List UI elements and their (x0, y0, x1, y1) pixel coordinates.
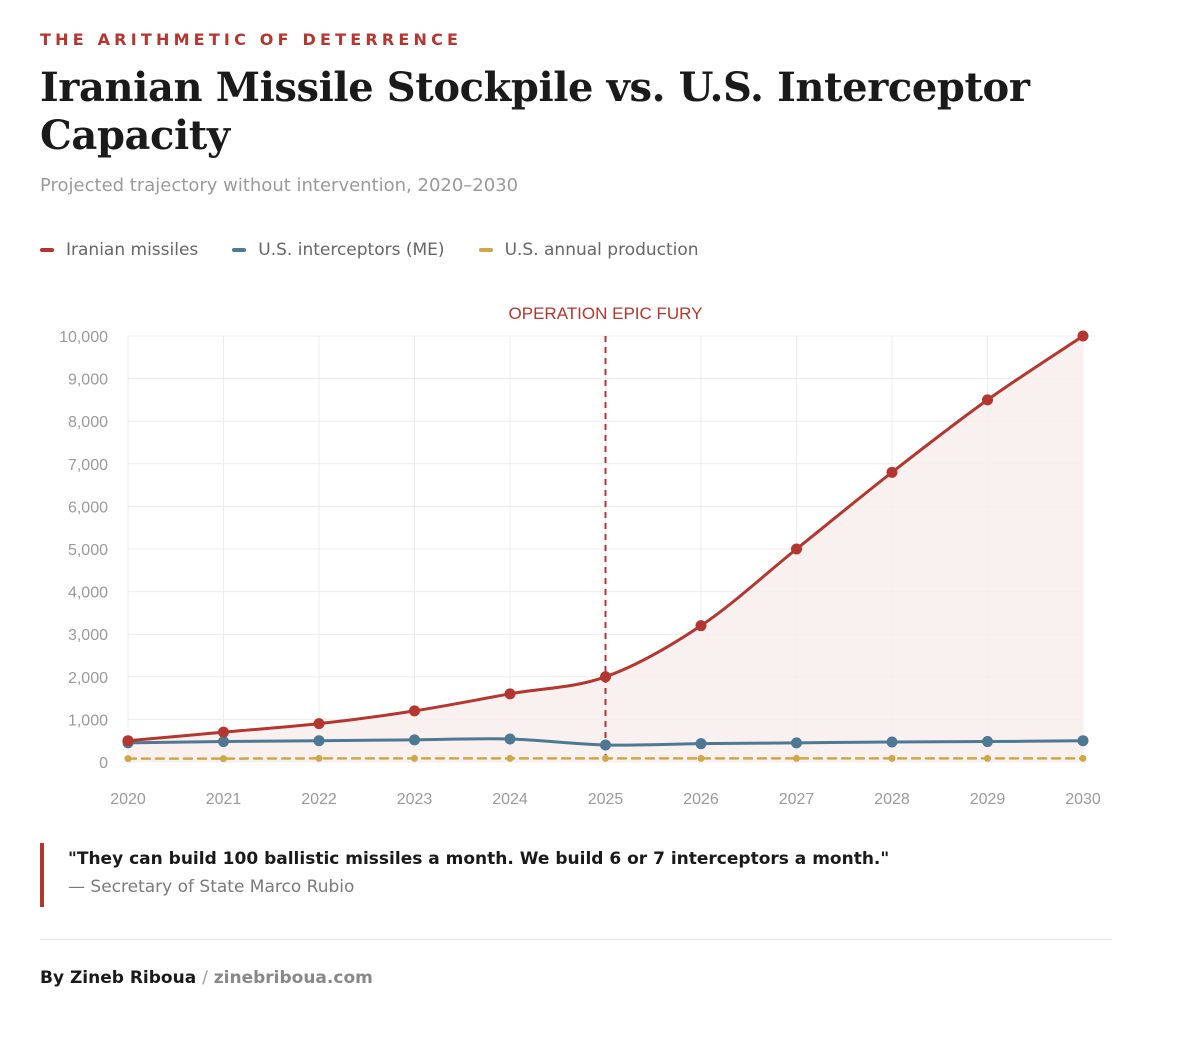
data-point-u-s-annual-production (506, 754, 514, 762)
x-tick-label: 2024 (492, 791, 528, 808)
area-layer (128, 336, 1083, 762)
x-tick-label: 2023 (397, 791, 433, 808)
axis-layer: 0 1,000 2,000 3,000 4,000 5,000 6,000 7,000 8,00… (59, 329, 1101, 808)
y-tick-label: 7,000 (68, 457, 108, 474)
legend-label: U.S. annual production (504, 240, 699, 260)
byline: By Zineb Riboua / zinebriboua.com (40, 968, 373, 988)
line-chart: OPERATION EPIC FURY 0 1,000 2,000 3,000 4,00… (59, 304, 1101, 808)
data-point-u-s-annual-production (315, 754, 323, 762)
quote-attribution: — Secretary of State Marco Rubio (68, 877, 355, 897)
legend-item-us-interceptors: U.S. interceptors (ME) (232, 240, 445, 260)
y-tick-label: 9,000 (68, 372, 108, 389)
x-tick-label: 2028 (874, 791, 910, 808)
y-tick-label: 0 (99, 755, 108, 772)
data-point-u-s-annual-production (1079, 754, 1087, 762)
y-tick-label: 2,000 (68, 670, 108, 687)
byline-separator: / (202, 968, 208, 988)
y-tick-label: 5,000 (68, 542, 108, 559)
y-tick-label: 8,000 (68, 414, 108, 431)
data-point-iranian-missiles (504, 688, 516, 700)
x-tick-label: 2026 (683, 791, 719, 808)
data-point-u-s-annual-production (124, 755, 132, 763)
chart-subtitle: Projected trajectory without interventio… (40, 175, 519, 196)
data-point-u-s-interceptors-me (982, 736, 993, 748)
legend-swatch-blue (232, 248, 247, 252)
series-layer (122, 330, 1089, 763)
legend-item-us-production: U.S. annual production (478, 240, 699, 260)
data-point-u-s-annual-production (411, 754, 418, 762)
data-point-iranian-missiles (218, 726, 229, 738)
y-tick-label: 4,000 (68, 585, 108, 602)
data-point-u-s-interceptors-me (218, 736, 229, 748)
legend: Iranian missiles U.S. interceptors (ME) … (40, 240, 699, 260)
data-point-u-s-annual-production (888, 754, 896, 762)
data-point-iranian-missiles (313, 718, 325, 730)
data-point-u-s-interceptors-me (791, 737, 802, 749)
data-point-iranian-missiles (695, 620, 707, 632)
quote-text: "They can build 100 ballistic missiles a… (68, 849, 890, 869)
x-tick-label: 2020 (110, 791, 146, 808)
data-point-iranian-missiles (409, 705, 420, 717)
data-point-iranian-missiles (886, 466, 898, 478)
footer-divider (40, 939, 1112, 940)
x-tick-label: 2021 (206, 791, 242, 808)
pull-quote: "They can build 100 ballistic missiles a… (40, 843, 889, 907)
legend-swatch-gold (478, 248, 493, 252)
y-tick-label: 10,000 (59, 329, 108, 346)
data-point-u-s-annual-production (697, 754, 705, 762)
series-line-iranian-missiles (126, 334, 1085, 743)
legend-swatch-red (40, 248, 54, 252)
data-point-u-s-interceptors-me (695, 738, 707, 750)
data-point-u-s-interceptors-me (600, 739, 611, 751)
chart-title: Iranian Missile Stockpile vs. U.S. Inter… (40, 64, 1030, 159)
data-point-iranian-missiles (122, 735, 134, 747)
x-tick-label: 2027 (779, 791, 815, 808)
annotation-label: OPERATION EPIC FURY (509, 304, 703, 323)
data-point-u-s-interceptors-me (1077, 735, 1089, 747)
data-point-u-s-interceptors-me (886, 736, 898, 748)
y-tick-label: 3,000 (68, 627, 108, 644)
legend-label: U.S. interceptors (ME) (258, 240, 445, 260)
data-point-u-s-annual-production (220, 755, 227, 763)
data-point-u-s-annual-production (984, 754, 991, 762)
data-point-iranian-missiles (982, 394, 993, 406)
data-point-u-s-interceptors-me (313, 735, 325, 747)
annotation-layer: OPERATION EPIC FURY (509, 304, 703, 762)
byline-author: By Zineb Riboua (40, 968, 197, 988)
data-point-u-s-annual-production (602, 754, 609, 762)
y-tick-label: 1,000 (68, 712, 108, 729)
data-point-u-s-interceptors-me (409, 734, 420, 746)
kicker: THE ARITHMETIC OF DETERRENCE (40, 30, 463, 49)
y-tick-label: 6,000 (68, 499, 108, 516)
data-point-iranian-missiles (791, 543, 802, 555)
legend-item-iranian-missiles: Iranian missiles (40, 240, 198, 260)
data-point-u-s-interceptors-me (504, 733, 516, 745)
area-fill-iranian-missiles (128, 336, 1083, 762)
legend-label: Iranian missiles (66, 240, 199, 260)
data-point-iranian-missiles (600, 671, 611, 683)
byline-site-link[interactable]: zinebriboua.com (213, 968, 373, 988)
x-tick-label: 2030 (1065, 791, 1101, 808)
x-tick-label: 2029 (970, 791, 1006, 808)
data-point-u-s-annual-production (793, 754, 800, 762)
data-point-iranian-missiles (1077, 330, 1089, 342)
x-tick-label: 2025 (588, 791, 624, 808)
x-tick-label: 2022 (301, 791, 337, 808)
